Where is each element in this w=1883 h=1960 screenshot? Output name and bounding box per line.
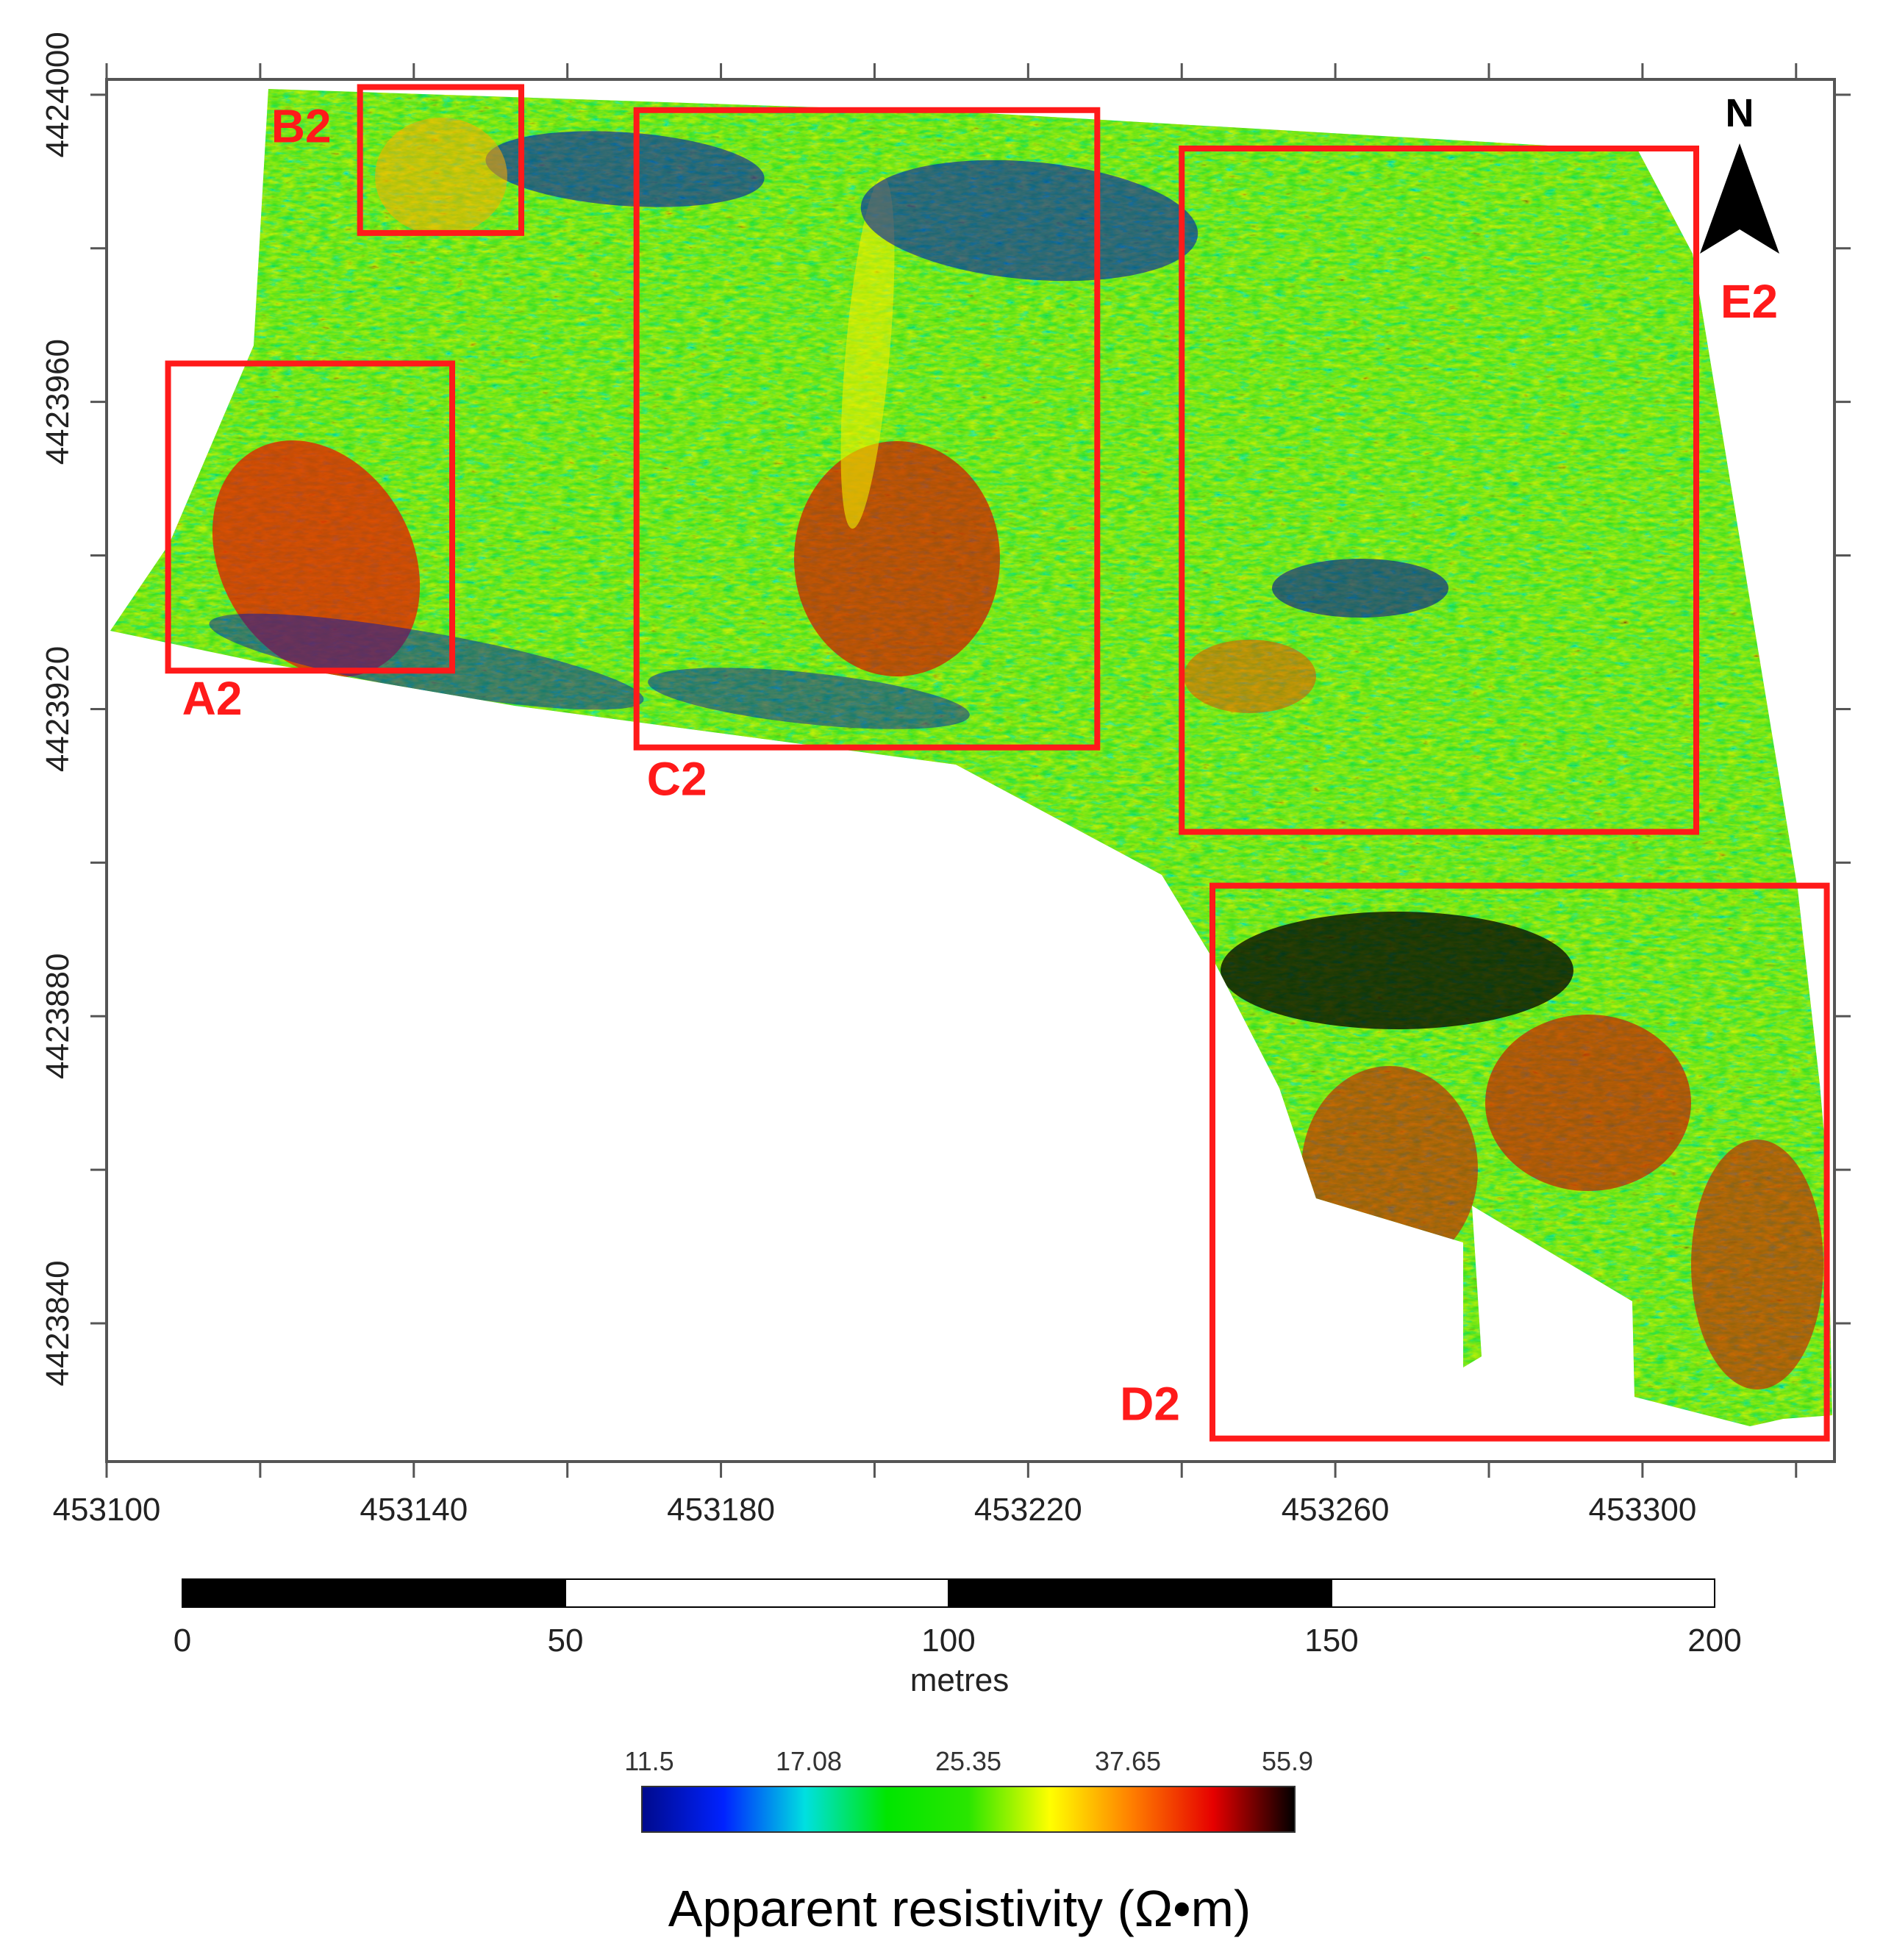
zone-label-d2: D2 (1120, 1378, 1180, 1431)
y-tick-label: 4423920 (40, 646, 76, 772)
anomaly-blob (1485, 1015, 1691, 1191)
colorbar-tick-label: 17.08 (776, 1746, 842, 1776)
colorbar-tick-label: 55.9 (1262, 1746, 1313, 1776)
anomaly-blob (1272, 559, 1448, 618)
anomaly-blob (1184, 640, 1316, 713)
anomaly-blob (209, 613, 644, 710)
anomaly-blob (485, 131, 765, 207)
zone-box-b2 (357, 84, 524, 236)
zone-box-a2 (165, 360, 456, 674)
colorbar: Apparent resistivity (Ω•m) 11.5 17.08 25.3… (624, 1746, 1313, 1937)
scale-bar-label: 0 (174, 1623, 191, 1659)
survey-zones: A2 B2 C2 D2 E2 (165, 84, 1830, 1442)
x-tick-label: 453100 (53, 1492, 161, 1528)
colorbar-ramp (641, 1786, 1296, 1833)
scale-bar-unit: metres (910, 1662, 1009, 1698)
zone-box-d2 (1210, 882, 1830, 1442)
colorbar-tick-label: 37.65 (1095, 1746, 1161, 1776)
scale-bar-label: 50 (548, 1623, 584, 1659)
map-frame (105, 78, 1836, 1463)
zone-label-c2: C2 (647, 753, 707, 806)
x-tick-label: 453180 (667, 1492, 775, 1528)
scale-bar: metres 0 50 100 150 200 (174, 1578, 1742, 1698)
x-axis-ticks: 453100 453140 453180 453220 453260 453300 (53, 63, 1798, 1528)
zone-label-a2: A2 (182, 672, 243, 725)
anomaly-blob (794, 441, 1000, 676)
anomaly-blob (1301, 1066, 1478, 1272)
y-tick-label: 4424000 (40, 32, 76, 157)
zone-label-e2: E2 (1721, 275, 1778, 328)
y-tick-label: 4423960 (40, 339, 76, 465)
colorbar-tick-label: 25.35 (935, 1746, 1001, 1776)
colorbar-tick-label: 11.5 (624, 1746, 673, 1776)
scale-bar-label: 200 (1687, 1623, 1741, 1659)
x-tick-label: 453220 (974, 1492, 1082, 1528)
x-tick-label: 453140 (360, 1492, 468, 1528)
scale-bar-label: 150 (1304, 1623, 1358, 1659)
anomaly-blob (375, 118, 507, 235)
scale-bar-segment (565, 1578, 949, 1608)
zone-label-b2: B2 (271, 99, 332, 152)
scale-bar-label: 100 (921, 1623, 975, 1659)
scale-bar-segment (1331, 1578, 1715, 1608)
scale-bar-segment (182, 1578, 566, 1608)
anomaly-blob (860, 160, 1198, 282)
x-tick-label: 453260 (1282, 1492, 1390, 1528)
resistivity-raster (110, 89, 1832, 1426)
anomaly-blob (840, 176, 895, 529)
y-axis-ticks: 4424000 4423960 4423920 4423880 4423840 (40, 32, 1851, 1387)
anomaly-blob (648, 668, 970, 729)
zone-box-c2 (633, 107, 1101, 751)
y-tick-label: 4423880 (40, 954, 76, 1079)
anomaly-blob (1221, 912, 1573, 1029)
colorbar-title: Apparent resistivity (Ω•m) (668, 1880, 1251, 1937)
x-tick-label: 453300 (1588, 1492, 1696, 1528)
north-label: N (1726, 91, 1754, 135)
y-tick-label: 4423840 (40, 1260, 76, 1386)
north-arrow: N (1700, 91, 1779, 254)
scale-bar-segment (948, 1578, 1332, 1608)
zone-box-e2 (1179, 146, 1699, 835)
north-arrow-icon (1700, 143, 1779, 254)
anomaly-blob (1691, 1140, 1823, 1389)
